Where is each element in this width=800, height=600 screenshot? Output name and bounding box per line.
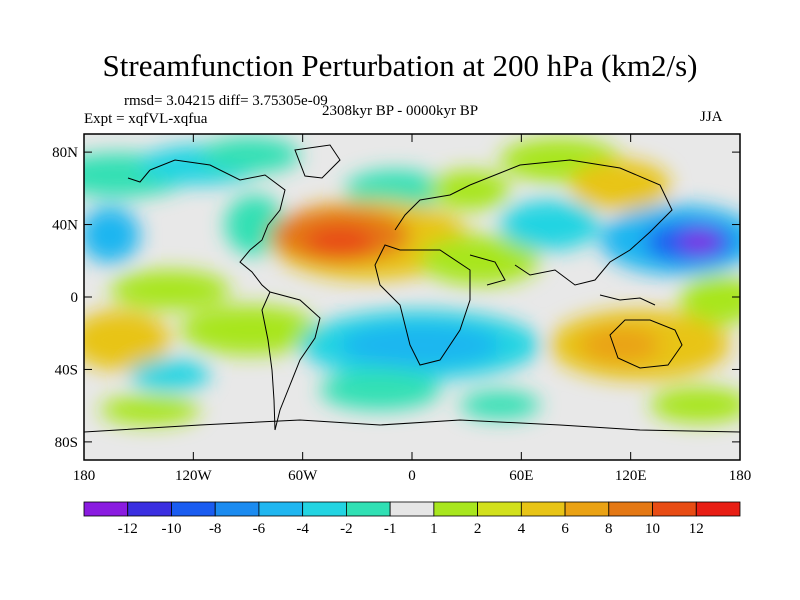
lon-label: 0 [408,468,416,484]
field-patch [110,270,230,310]
colorbar-swatch [652,501,697,517]
colorbar-swatch [608,501,653,517]
colorbar-label: 10 [645,521,660,537]
coast-south-america-west [261,291,276,431]
colorbar-label: 2 [474,521,482,537]
colorbar-label: -2 [340,521,353,537]
field-patch [84,207,140,263]
field-patch [580,327,660,363]
colorbar-swatch [520,501,566,517]
coast-africa [374,244,471,366]
field-patch [680,275,740,325]
period-label: 2308kyr BP - 0000kyr BP [322,103,479,119]
lon-label: 180 [73,468,96,484]
lat-label: 80N [52,145,78,161]
colorbar-swatch [564,501,610,517]
colorbar-label: 6 [561,521,569,537]
field-patch [680,232,720,252]
colorbar-swatch [695,501,741,517]
lat-label: 80S [55,435,78,451]
field-patch [200,137,300,173]
field-patch [340,323,500,367]
stats-text: rmsd= 3.04215 diff= 3.75305e-09 [124,93,328,109]
colorbar-swatch [127,501,172,517]
colorbar-swatch [389,501,435,517]
field-patch [180,305,320,355]
field-patch [430,170,510,210]
coast-arabia [469,254,506,286]
coast-australia [609,319,683,369]
colorbar-label: -1 [384,521,397,537]
colorbar-swatch [258,501,304,517]
coast-antarctica [84,419,740,433]
coastlines [84,144,740,433]
field-patch [460,391,540,419]
colorbar-label: 8 [605,521,613,537]
coast-greenland [294,144,341,179]
lat-label: 0 [71,290,79,306]
colorbar-swatch [345,501,391,517]
coast-asia [469,159,673,286]
colorbar-label: -10 [161,521,181,537]
lon-label: 120E [615,468,647,484]
field-patch [570,160,670,210]
coast-south-america [269,291,321,431]
streamfunction-field [84,134,740,460]
lat-label: 40N [52,218,78,234]
colorbar-label: -4 [296,521,309,537]
field-patch [100,395,200,425]
colorbar-label: 12 [689,521,704,537]
lon-label: 180 [729,468,752,484]
field-patch [84,310,170,370]
colorbar: -12 -10 -8 -6 -4 -2 -1 1 2 4 6 8 10 12 [83,501,741,537]
field-patch [500,200,600,250]
coast-europe [394,184,471,231]
field-patch [650,387,740,423]
lon-label: 60E [509,468,533,484]
field-patch [305,226,375,258]
lat-label: 40S [55,362,78,378]
field-patch [320,370,440,410]
plot-title: Streamfunction Perturbation at 200 hPa (… [102,48,698,83]
colorbar-label: -8 [209,521,222,537]
field-patch [130,359,210,391]
coast-indonesia [599,294,656,306]
colorbar-swatch [302,501,347,517]
season-label: JJA [700,109,723,125]
colorbar-label: -12 [118,521,138,537]
colorbar-label: -6 [253,521,266,537]
lon-label: 120W [175,468,213,484]
colorbar-swatch [433,501,479,517]
colorbar-swatch [83,501,129,517]
lon-label: 60W [288,468,318,484]
colorbar-swatch [477,501,522,517]
colorbar-swatch [171,501,216,517]
map-axes: 80N 40N 0 40S 80S 180 120W 60W 0 60E 120E 180 [52,134,751,484]
experiment-label: Expt = xqfVL-xqfua [84,111,208,127]
colorbar-swatch [214,501,260,517]
coast-north-america [149,159,286,293]
colorbar-label: 1 [430,521,438,537]
colorbar-label: 4 [518,521,526,537]
coast-alaska [127,169,151,183]
field-patch [420,235,540,285]
